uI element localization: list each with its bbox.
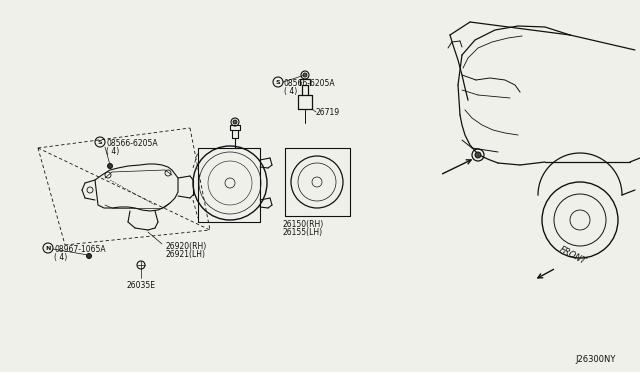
Text: ( 4): ( 4): [106, 147, 119, 156]
Text: 26155(LH): 26155(LH): [283, 228, 323, 237]
Text: 08967-1065A: 08967-1065A: [54, 245, 106, 254]
Circle shape: [475, 152, 481, 158]
Circle shape: [233, 120, 237, 124]
Text: N: N: [45, 246, 51, 250]
Circle shape: [108, 164, 113, 169]
Circle shape: [303, 73, 307, 77]
Text: 08566-6205A: 08566-6205A: [284, 79, 335, 88]
Circle shape: [86, 253, 92, 259]
Text: 26921(LH): 26921(LH): [165, 250, 205, 259]
Text: FRONT: FRONT: [558, 244, 588, 266]
Text: 26719: 26719: [316, 108, 340, 117]
Text: 26035E: 26035E: [127, 281, 156, 290]
Text: S: S: [98, 140, 102, 144]
Text: ( 4): ( 4): [284, 87, 297, 96]
Text: J26300NY: J26300NY: [575, 355, 616, 364]
Text: 26920(RH): 26920(RH): [165, 242, 206, 251]
Text: 26150(RH): 26150(RH): [283, 220, 324, 229]
Text: S: S: [276, 80, 280, 84]
Text: 08566-6205A: 08566-6205A: [106, 139, 157, 148]
Text: ( 4): ( 4): [54, 253, 67, 262]
